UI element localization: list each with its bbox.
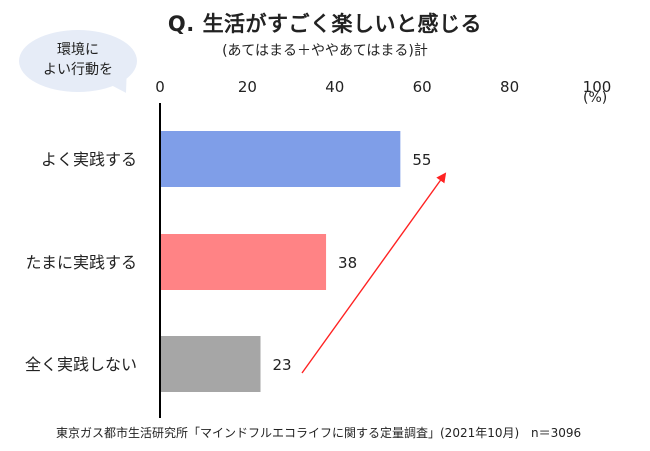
x-tick-label-0: 0	[155, 78, 165, 96]
x-tick-label-4: 80	[500, 78, 519, 96]
value-label-2: 23	[273, 356, 292, 374]
sample-size: n＝3096	[531, 426, 582, 440]
callout-text: 環境に よい行動を	[19, 40, 137, 80]
category-label-1: たまに実践する	[25, 253, 137, 272]
source-text: 東京ガス都市生活研究所「マインドフルエコライフに関する定量調査」(2021年10…	[56, 426, 520, 440]
x-tick-label-3: 60	[413, 78, 432, 96]
value-label-0: 55	[412, 151, 431, 169]
category-label-2: 全く実践しない	[25, 355, 137, 374]
x-tick-label-5: 100	[583, 78, 612, 96]
trend-arrow	[301, 172, 447, 374]
source-note: 東京ガス都市生活研究所「マインドフルエコライフに関する定量調査」(2021年10…	[56, 424, 589, 441]
chart-subtitle: (あてはまる＋ややあてはまる)計	[222, 43, 428, 59]
x-tick-label-2: 40	[325, 78, 344, 96]
bar-2	[160, 336, 261, 392]
chart-title: Q. 生活がすごく楽しいと感じる	[167, 12, 483, 36]
bar-0	[160, 131, 401, 187]
axis-unit: (%)	[583, 90, 608, 106]
callout-bubble	[19, 30, 137, 92]
value-label-1: 38	[338, 254, 357, 272]
x-tick-label-1: 20	[238, 78, 257, 96]
callout-line-1: 環境に	[57, 42, 99, 58]
category-label-0: よく実践する	[41, 150, 137, 169]
callout-line-2: よい行動を	[43, 62, 113, 78]
bar-1	[160, 234, 327, 290]
